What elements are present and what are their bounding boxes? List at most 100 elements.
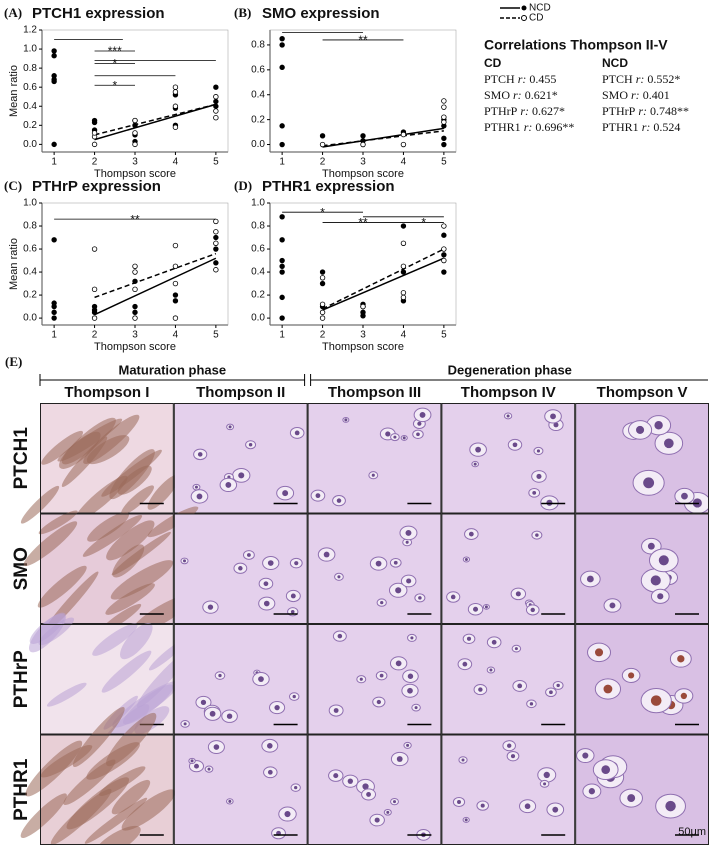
stat-label: r: [518,72,527,86]
micrograph [575,734,709,845]
micrograph-background [442,625,575,734]
gene: SMO [602,88,628,102]
chart-title: SMO expression [262,5,380,22]
cell-nucleus [466,636,472,641]
micrograph [23,506,199,634]
cell-nucleus [473,462,477,466]
y-tick-label: 1.0 [251,198,265,209]
panel-label: (C) [4,178,22,193]
data-point [213,260,219,266]
micrograph-border [173,624,308,735]
significance-label: * [421,216,426,230]
data-point [400,223,407,229]
cell-nucleus [489,668,493,672]
cell-nucleus [248,442,253,447]
cell-nucleus [209,710,216,717]
data-point [91,119,98,126]
cell-nucleus [480,803,485,808]
cell-nucleus [263,600,270,607]
cell-nucleus [405,529,412,536]
data-point [213,240,219,246]
cell-nucleus [475,446,482,453]
cell-nucleus [333,708,339,713]
data-point [400,240,407,246]
cell-nucleus [225,482,232,488]
x-tick-label: 2 [92,330,98,341]
data-point [279,141,285,148]
correlations-title: Correlations Thompson II-V [484,37,668,53]
data-point [279,237,285,243]
cell-nucleus [665,800,676,812]
data-point [319,269,326,275]
cell-nucleus [417,421,422,426]
cell-nucleus [484,605,488,609]
stat-label: r: [631,88,640,102]
tissue-fiber [119,622,153,660]
data-point [441,104,447,110]
micrograph [575,403,709,514]
micrograph-background [174,625,307,734]
tissue-fiber [106,520,155,561]
y-tick-label: 0.0 [251,313,265,324]
x-tick-label: 1 [51,157,57,168]
micrograph-border [441,403,576,514]
data-point [213,98,219,105]
data-point [91,286,98,293]
data-point [319,275,326,281]
cell-nucleus [517,683,523,689]
x-tick-label: 2 [320,157,326,168]
cell-nucleus [654,421,663,430]
cell-nucleus [267,769,273,775]
cell-nucleus [549,690,553,695]
cell-nucleus [396,756,403,762]
cell-nucleus [292,694,296,699]
stat-label: r: [638,104,647,118]
data-point [172,124,179,130]
cell-nucleus [379,673,384,678]
cell-nucleus [407,673,414,679]
cell-nucleus [658,555,669,566]
significance-label: ** [130,212,140,226]
tissue-fiber [86,435,130,465]
x-axis-label: Thompson score [94,168,176,180]
cell-nucleus [628,672,635,679]
micrograph [20,706,176,845]
cell-nucleus [183,722,187,726]
cell-nucleus [371,473,375,477]
cell-nucleus [238,566,243,571]
data-point [319,133,326,139]
cell-nucleus [393,435,397,439]
data-point [132,315,138,321]
micrograph [307,403,442,514]
tissue-fiber [41,430,84,465]
cell-nucleus [405,540,409,544]
trend-line [94,252,217,299]
y-tick-label: 0.2 [251,290,265,301]
significance-label: ** [358,33,368,47]
panel-label: (E) [5,354,22,369]
data-point [213,108,219,114]
data-point [172,242,179,249]
cell-nucleus [464,818,468,822]
cell-nucleus [333,773,339,779]
micrograph-border [307,513,442,624]
data-point [132,117,138,124]
data-point [360,133,366,139]
data-point [441,135,447,142]
micrograph [307,513,442,624]
cell-nucleus [627,794,636,803]
tissue-fiber [84,797,148,844]
trend-line [94,257,217,316]
tissue-fiber [101,650,152,693]
cell-nucleus [512,442,518,448]
data-point [91,315,98,321]
cell-nucleus [603,684,613,694]
tissue-fiber [147,474,180,510]
correlation-entry: PTHrP r: 0.748** [602,104,689,118]
cell-nucleus [406,578,412,584]
cell-nucleus [294,786,298,790]
cell-nucleus [290,609,295,614]
data-point [132,269,138,275]
data-point [91,309,98,316]
